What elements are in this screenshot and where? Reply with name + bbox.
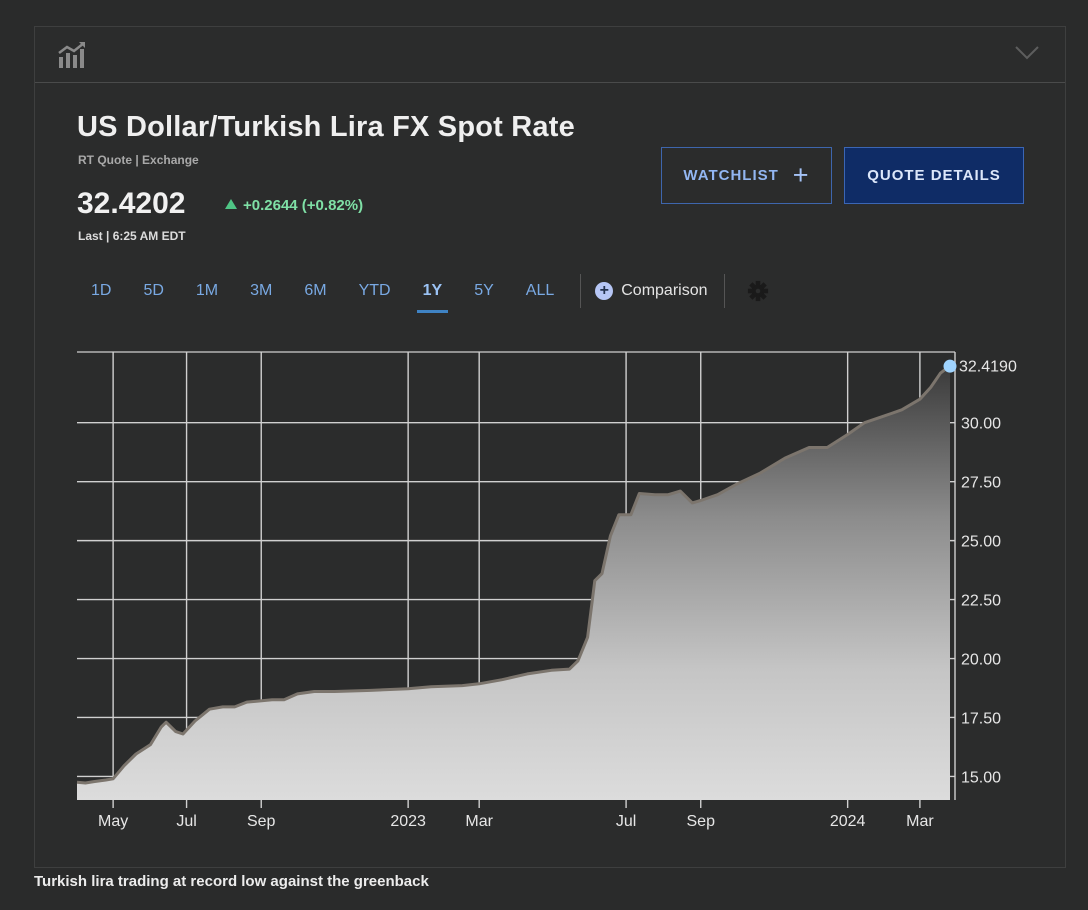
range-tab-1y[interactable]: 1Y xyxy=(407,269,459,313)
gear-icon[interactable] xyxy=(747,280,769,302)
range-tab-all[interactable]: ALL xyxy=(525,282,555,299)
plus-circle-icon: + xyxy=(595,282,614,300)
x-tick-label: Jul xyxy=(176,813,196,830)
quote-source: RT Quote | Exchange xyxy=(78,153,199,167)
x-tick-label: 2024 xyxy=(830,813,866,830)
x-tick-label: Sep xyxy=(687,813,716,830)
comparison-label: Comparison xyxy=(621,282,708,299)
y-tick-label: 20.00 xyxy=(961,652,1001,669)
price-line xyxy=(76,364,951,785)
last-value-label: 32.4190 xyxy=(959,359,1017,376)
bar-chart-icon xyxy=(58,42,85,68)
y-tick-label: 22.50 xyxy=(961,593,1001,610)
x-tick-label: Sep xyxy=(247,813,276,830)
range-tab-5d[interactable]: 5D xyxy=(143,282,164,299)
range-tab-ytd[interactable]: YTD xyxy=(358,282,391,299)
range-tab-1m[interactable]: 1M xyxy=(195,282,219,299)
up-arrow-icon xyxy=(225,199,237,209)
y-tick-label: 17.50 xyxy=(961,710,1001,727)
x-tick-label: Mar xyxy=(906,813,934,830)
y-tick-label: 30.00 xyxy=(961,416,1001,433)
watchlist-label: WATCHLIST xyxy=(683,167,779,184)
quote-details-button[interactable]: QUOTE DETAILS xyxy=(844,147,1024,204)
price-area xyxy=(77,365,950,800)
last-price: 32.4202 xyxy=(77,187,186,220)
plus-icon: + xyxy=(792,160,810,190)
x-tick-label: Jul xyxy=(616,813,636,830)
y-tick-label: 15.00 xyxy=(961,769,1001,786)
toolbar-divider xyxy=(723,274,725,308)
chevron-down-icon[interactable] xyxy=(1015,46,1039,60)
x-tick-label: 2023 xyxy=(390,813,426,830)
range-tab-5y[interactable]: 5Y xyxy=(474,282,494,299)
y-tick-label: 25.00 xyxy=(961,534,1001,551)
y-tick-label: 27.50 xyxy=(961,475,1001,492)
card-header xyxy=(35,27,1065,83)
x-tick-label: Mar xyxy=(465,813,493,830)
range-tabs: 1D 5D 1M 3M 6M YTD 1Y 5Y ALL + Compariso… xyxy=(75,269,769,313)
page-title: US Dollar/Turkish Lira FX Spot Rate xyxy=(77,111,575,143)
x-tick-label: May xyxy=(98,813,128,830)
range-tab-3m[interactable]: 3M xyxy=(250,282,273,299)
last-update-time: Last | 6:25 AM EDT xyxy=(78,229,186,243)
last-point-marker xyxy=(943,359,957,373)
chart-caption: Turkish lira trading at record low again… xyxy=(34,873,429,890)
range-tab-1d[interactable]: 1D xyxy=(91,282,112,299)
price-change-value: +0.2644 (+0.82%) xyxy=(243,197,364,214)
comparison-button[interactable]: + Comparison xyxy=(589,282,713,300)
range-tab-6m[interactable]: 6M xyxy=(304,282,327,299)
watchlist-button[interactable]: WATCHLIST + xyxy=(661,147,832,204)
price-change: +0.2644 (+0.82%) xyxy=(225,197,363,214)
toolbar-divider xyxy=(580,274,582,308)
